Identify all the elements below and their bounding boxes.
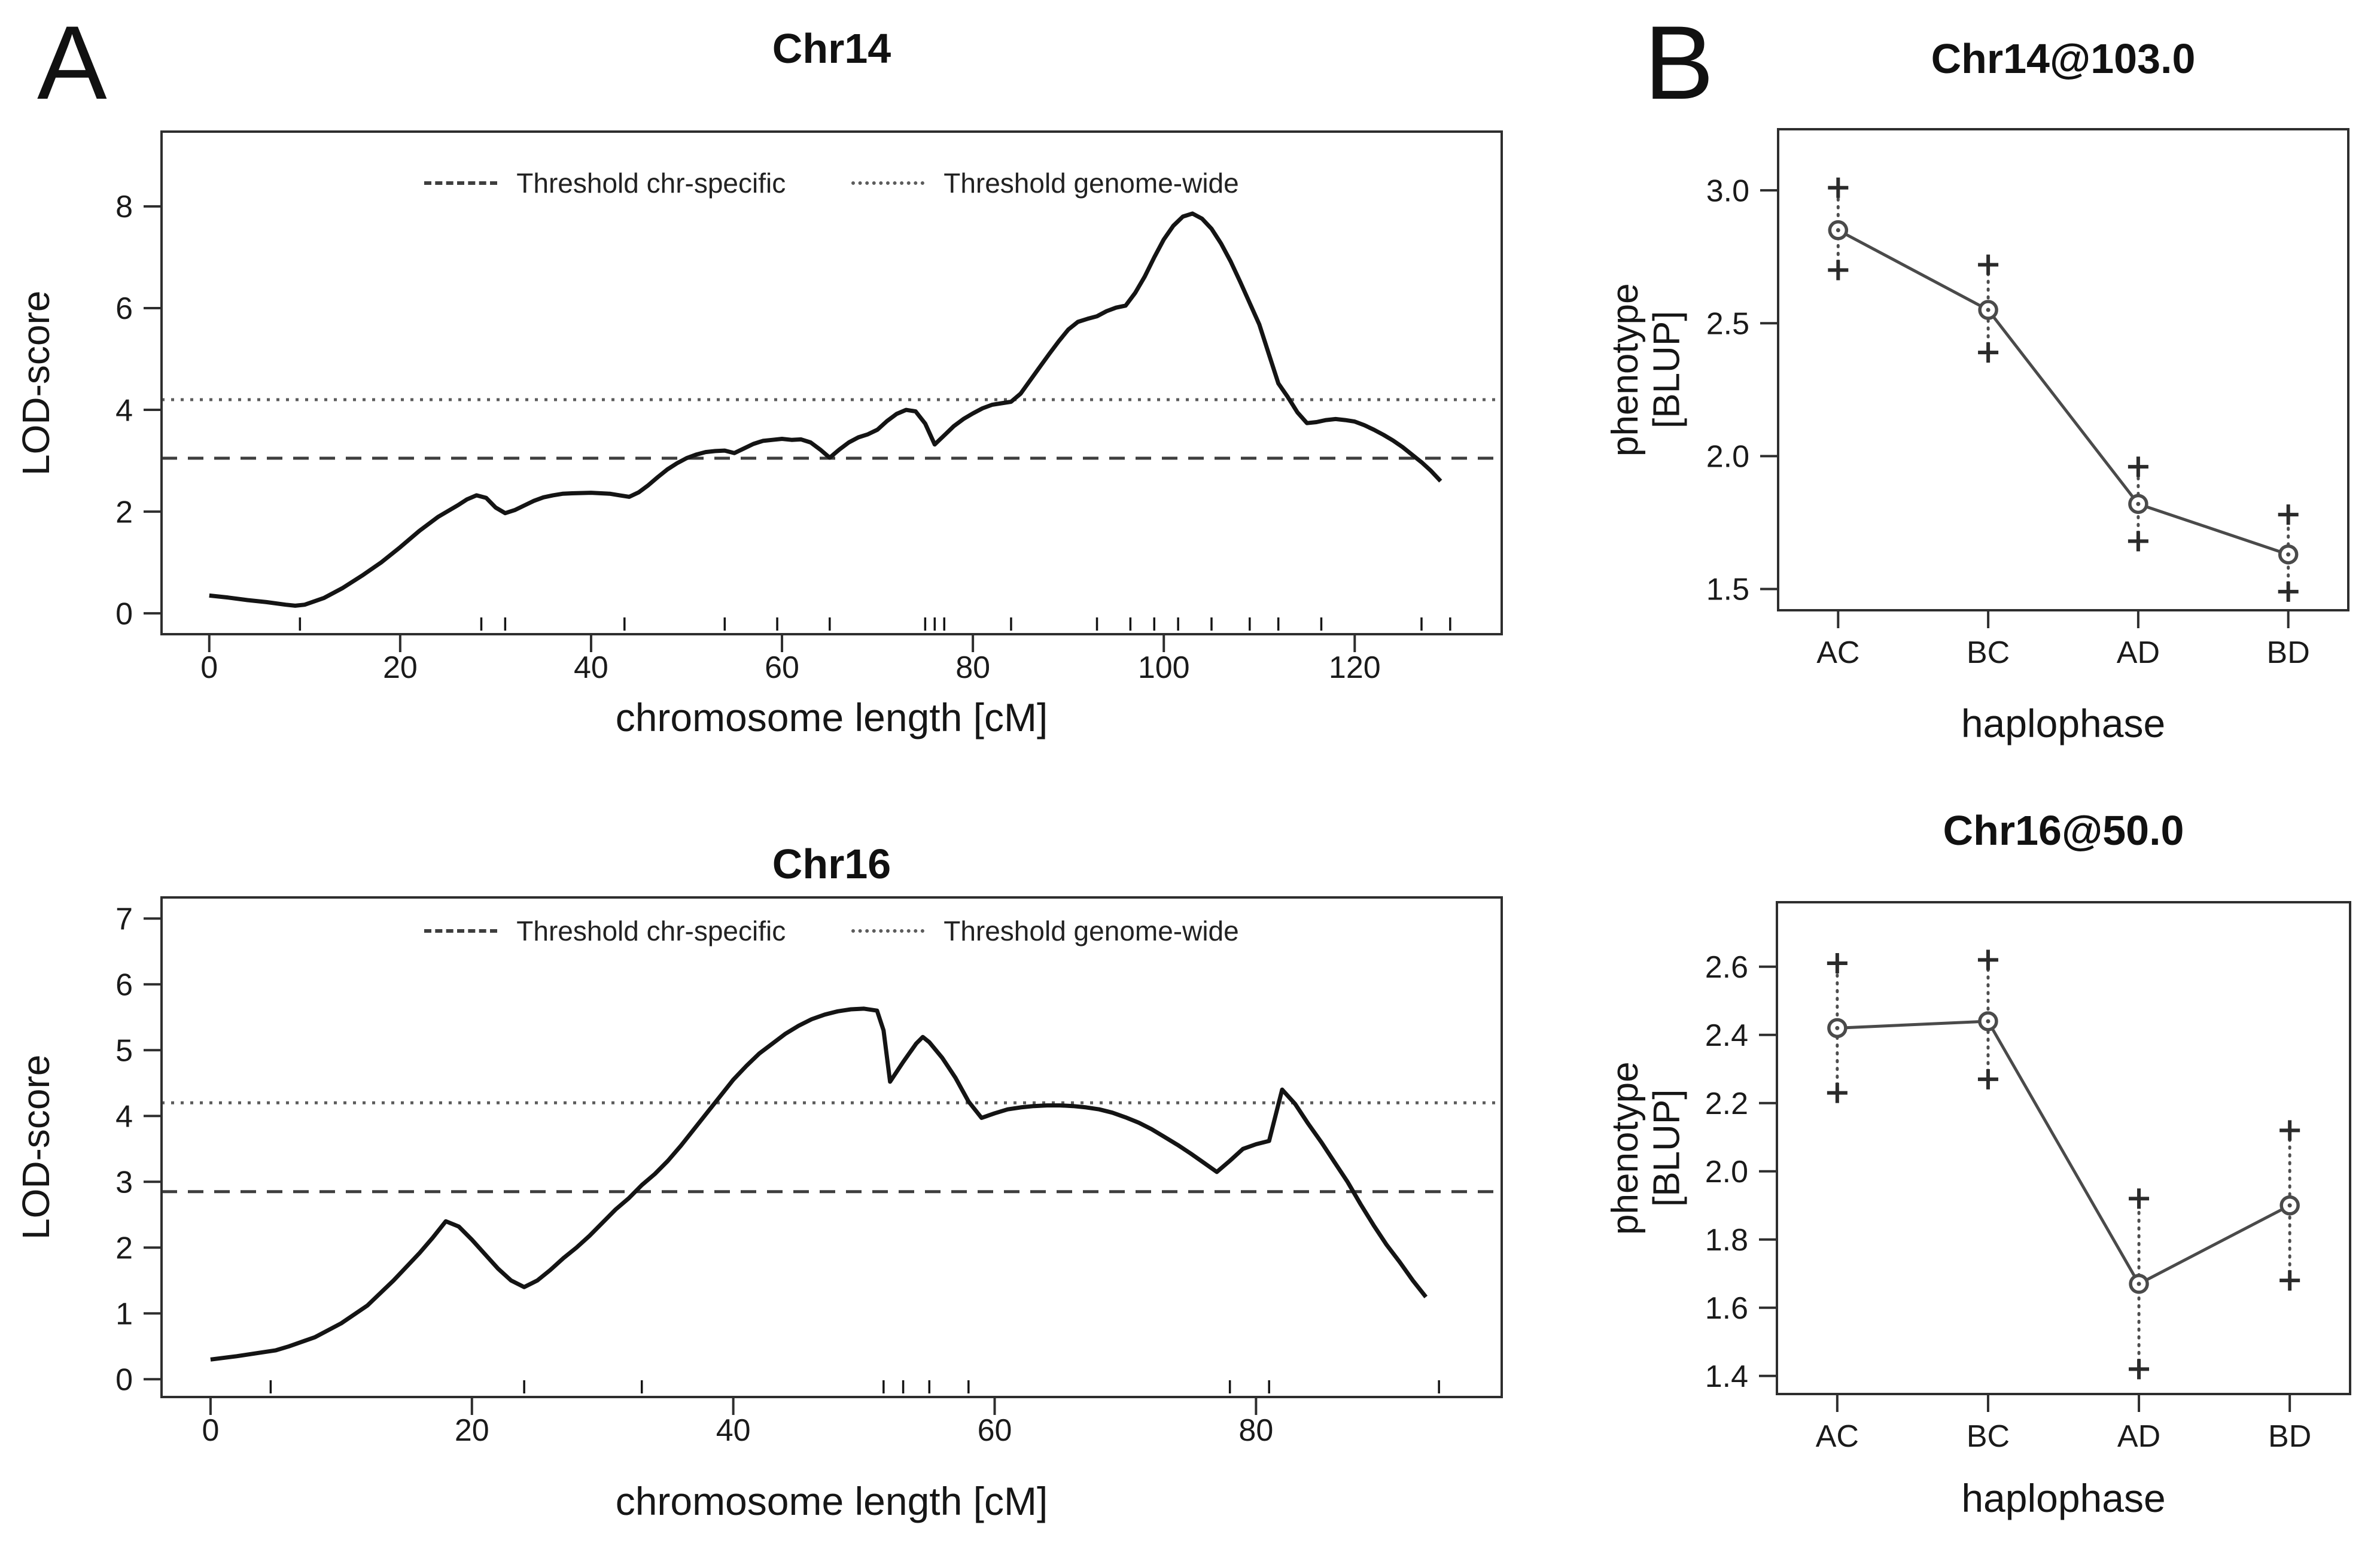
svg-text:2.0: 2.0 [1705, 1155, 1748, 1189]
chr14-lod-ylabel: LOD-score [14, 132, 65, 634]
svg-text:AD: AD [2117, 635, 2160, 670]
legend-item-chr-specific: Threshold chr-specific [424, 167, 786, 199]
chr16-effect-xlabel: haplophase [1961, 1476, 2166, 1520]
svg-text:BC: BC [1967, 635, 2010, 670]
legend-label: Threshold chr-specific [516, 915, 786, 947]
svg-text:AC: AC [1816, 1419, 1859, 1454]
svg-text:1: 1 [115, 1297, 133, 1331]
svg-text:4: 4 [115, 393, 133, 428]
svg-text:1.8: 1.8 [1705, 1223, 1748, 1258]
svg-text:20: 20 [455, 1413, 489, 1448]
chr14-lod-xlabel: chromosome length [cM] [615, 695, 1048, 739]
svg-text:3.0: 3.0 [1706, 174, 1749, 208]
panel-a-label: A [37, 5, 107, 121]
svg-text:1.5: 1.5 [1706, 573, 1749, 607]
legend-label: Threshold genome-wide [944, 915, 1239, 947]
svg-text:0: 0 [115, 596, 133, 631]
svg-text:BC: BC [1967, 1419, 2010, 1454]
svg-text:BD: BD [2268, 1419, 2311, 1454]
legend-item-genome-wide: Threshold genome-wide [851, 915, 1239, 947]
chr16-lod-title: Chr16 [772, 841, 891, 887]
chr14-legend: Threshold chr-specific Threshold genome-… [162, 167, 1502, 199]
svg-text:AD: AD [2117, 1419, 2160, 1454]
svg-text:3: 3 [115, 1165, 133, 1200]
svg-text:1.6: 1.6 [1705, 1291, 1748, 1326]
dotted-line-sample [851, 181, 925, 185]
chr16-lod-ylabel: LOD-score [14, 897, 65, 1397]
dashed-line-sample [424, 929, 498, 933]
chr16-legend: Threshold chr-specific Threshold genome-… [162, 915, 1502, 947]
chr14-effect-ylabel: phenotype [BLUP] [1605, 129, 1700, 610]
legend-label: Threshold chr-specific [516, 168, 786, 199]
svg-text:80: 80 [1238, 1413, 1273, 1448]
svg-text:80: 80 [955, 650, 990, 685]
svg-text:6: 6 [115, 967, 133, 1002]
svg-text:2: 2 [115, 495, 133, 529]
svg-text:BD: BD [2267, 635, 2310, 670]
ylabel-line1: phenotype [1605, 1061, 1646, 1235]
chr16-lod-xlabel: chromosome length [cM] [615, 1479, 1048, 1523]
svg-text:0: 0 [115, 1362, 133, 1397]
chr16-effect-title: Chr16@50.0 [1943, 807, 2184, 854]
svg-text:40: 40 [574, 650, 608, 685]
chr14-effect-xlabel: haplophase [1961, 701, 2166, 745]
svg-text:2.5: 2.5 [1706, 306, 1749, 341]
legend-label: Threshold genome-wide [944, 168, 1239, 199]
svg-text:0: 0 [200, 650, 218, 685]
dashed-line-sample [424, 181, 498, 185]
svg-text:2.2: 2.2 [1705, 1087, 1748, 1121]
svg-text:AC: AC [1816, 635, 1859, 670]
chr14-effect-title: Chr14@103.0 [1931, 35, 2196, 82]
ylabel-line1: phenotype [1605, 283, 1646, 456]
svg-text:7: 7 [115, 902, 133, 936]
svg-text:2.6: 2.6 [1705, 950, 1748, 985]
svg-text:2: 2 [115, 1231, 133, 1265]
svg-text:5: 5 [115, 1033, 133, 1068]
legend-item-chr-specific: Threshold chr-specific [424, 915, 786, 947]
panel-b-label: B [1644, 5, 1714, 121]
svg-text:60: 60 [765, 650, 799, 685]
chr14-lod-title: Chr14 [772, 25, 891, 72]
ylabel-line2: [BLUP] [1646, 1089, 1688, 1207]
ylabel-line2: [BLUP] [1646, 311, 1688, 429]
svg-text:0: 0 [202, 1413, 219, 1448]
svg-text:100: 100 [1138, 650, 1190, 685]
svg-text:40: 40 [716, 1413, 751, 1448]
svg-text:6: 6 [115, 291, 133, 326]
svg-text:2.0: 2.0 [1706, 440, 1749, 474]
svg-text:60: 60 [978, 1413, 1012, 1448]
svg-text:1.4: 1.4 [1705, 1359, 1748, 1394]
ylabel-text: LOD-score [14, 1054, 57, 1240]
legend-item-genome-wide: Threshold genome-wide [851, 167, 1239, 199]
svg-text:2.4: 2.4 [1705, 1018, 1748, 1053]
svg-text:8: 8 [115, 190, 133, 224]
svg-text:120: 120 [1329, 650, 1381, 685]
dotted-line-sample [851, 929, 925, 933]
svg-text:20: 20 [383, 650, 418, 685]
chr16-effect-ylabel: phenotype [BLUP] [1605, 902, 1700, 1394]
ylabel-text: LOD-score [14, 290, 57, 476]
svg-text:4: 4 [115, 1099, 133, 1134]
